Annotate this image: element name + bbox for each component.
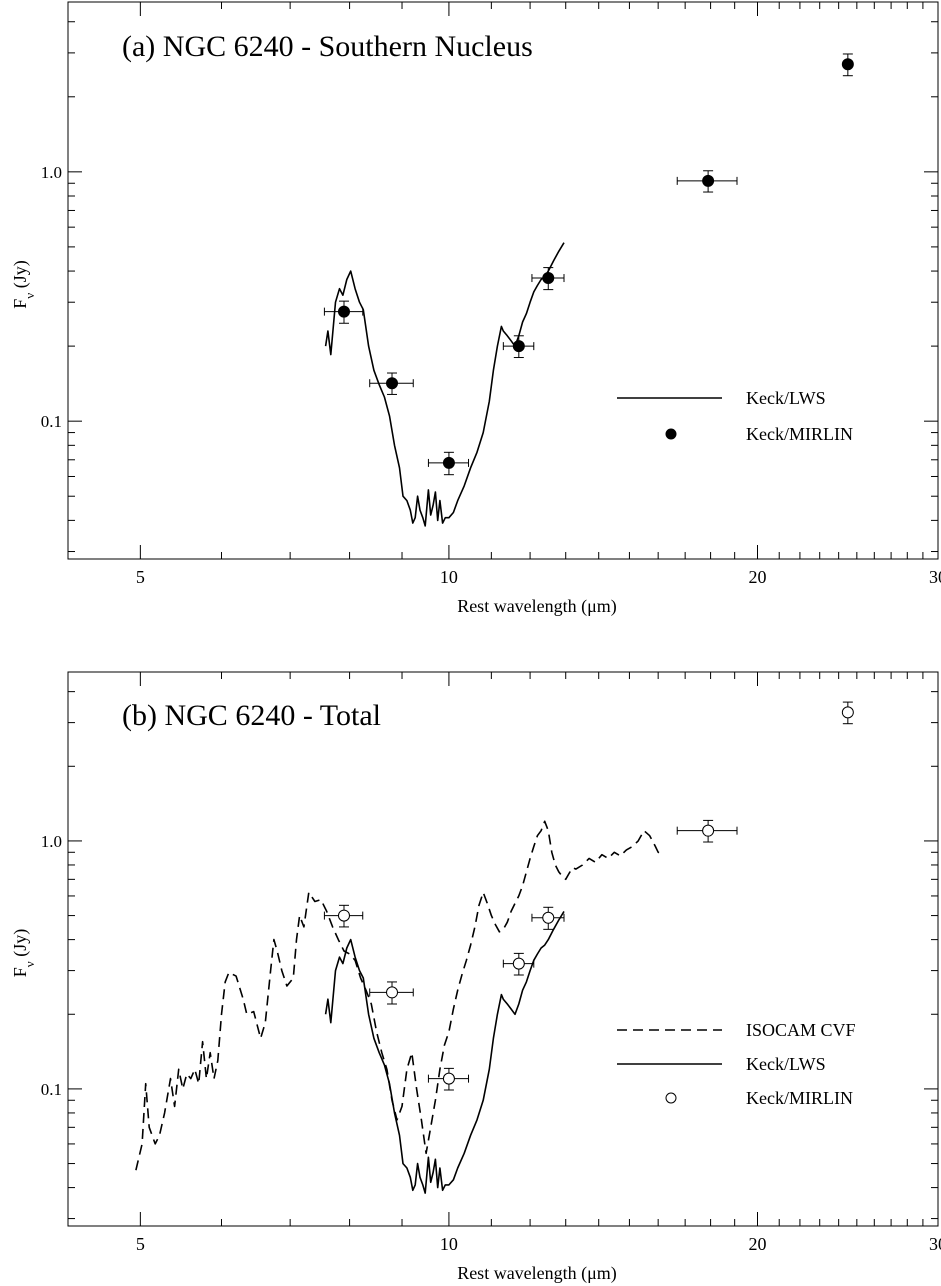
marker	[513, 958, 524, 969]
data-point-keck-mirlin	[677, 171, 737, 192]
legend-label: Keck/MIRLIN	[746, 1088, 853, 1108]
chart-title: (b) NGC 6240 - Total	[122, 699, 381, 732]
x-axis-label: Rest wavelength (μm)	[457, 1263, 617, 1284]
y-tick-label: 0.1	[41, 1080, 62, 1099]
marker	[338, 306, 349, 317]
legend-label: Keck/LWS	[746, 388, 826, 408]
y-tick-label: 0.1	[41, 412, 62, 431]
marker	[543, 273, 554, 284]
marker	[842, 707, 853, 718]
legend-label: Keck/LWS	[746, 1054, 826, 1074]
data-point-keck-mirlin	[324, 301, 362, 323]
y-tick-label: 1.0	[41, 832, 62, 851]
panel-b: 5 10 20 30 0.1 1.0 Rest wavelength (μm) Fν (Jy)…	[10, 672, 941, 1284]
legend-item: Keck/MIRLIN	[666, 424, 853, 444]
marker	[842, 59, 853, 70]
chart-title: (a) NGC 6240 - Southern Nucleus	[122, 30, 533, 63]
panel-a: 5 10 20 30 0.1 1.0 Rest wavelength (μm) Fν (Jy)…	[10, 2, 941, 617]
legend-item: Keck/LWS	[617, 388, 826, 408]
series-line-isocam-cvf	[136, 821, 664, 1170]
data-point-keck-mirlin	[503, 336, 533, 358]
marker	[443, 1073, 454, 1084]
x-axis-label: Rest wavelength (μm)	[457, 596, 617, 617]
y-axis-label: Fν (Jy)	[10, 929, 37, 977]
legend-item: ISOCAM CVF	[617, 1020, 856, 1040]
legend-item: Keck/MIRLIN	[666, 1088, 853, 1108]
series-line-keck-lws	[326, 243, 564, 526]
marker	[443, 457, 454, 468]
marker	[338, 910, 349, 921]
x-tick-label: 30	[929, 1234, 941, 1254]
data-point-keck-mirlin	[677, 820, 737, 842]
marker	[703, 825, 714, 836]
marker	[703, 175, 714, 186]
marker	[513, 341, 524, 352]
plot-frame	[68, 672, 938, 1226]
y-axis-label: Fν (Jy)	[10, 260, 37, 308]
data-point-keck-mirlin	[842, 54, 853, 76]
x-tick-label: 5	[136, 567, 145, 587]
marker	[387, 987, 398, 998]
plot-frame	[68, 2, 938, 559]
legend-item: Keck/LWS	[617, 1054, 826, 1074]
data-point-keck-mirlin	[324, 905, 362, 927]
marker	[543, 912, 554, 923]
data-point-keck-mirlin	[370, 982, 414, 1004]
legend-label: ISOCAM CVF	[746, 1020, 856, 1040]
y-tick-label: 1.0	[41, 163, 62, 182]
legend-swatch	[666, 1093, 676, 1103]
legend-swatch	[666, 429, 676, 439]
x-tick-label: 10	[440, 1234, 458, 1254]
x-tick-label: 20	[748, 567, 766, 587]
x-tick-label: 5	[136, 1234, 145, 1254]
data-point-keck-mirlin	[428, 1068, 468, 1090]
marker	[387, 378, 398, 389]
data-point-keck-mirlin	[428, 452, 468, 474]
legend-label: Keck/MIRLIN	[746, 424, 853, 444]
legend: Keck/LWS Keck/MIRLIN	[617, 388, 853, 444]
legend: ISOCAM CVF Keck/LWS Keck/MIRLIN	[617, 1020, 856, 1108]
x-tick-label: 30	[929, 567, 941, 587]
data-point-keck-mirlin	[842, 702, 853, 724]
x-tick-label: 10	[440, 567, 458, 587]
series-line-keck-lws	[326, 911, 564, 1193]
x-tick-label: 20	[748, 1234, 766, 1254]
